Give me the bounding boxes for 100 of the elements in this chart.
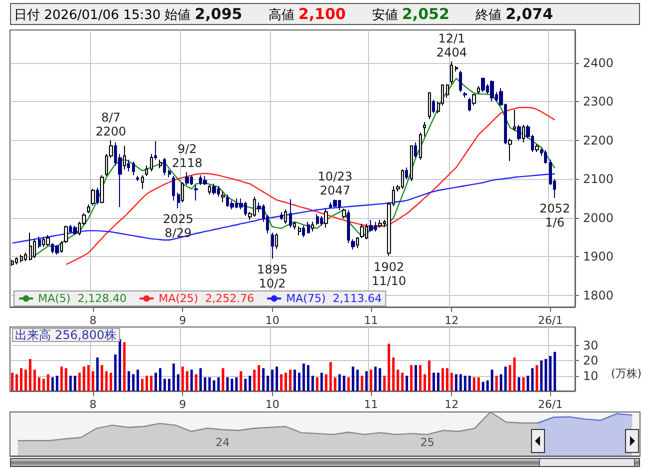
candlestick <box>468 97 471 112</box>
bar <box>464 376 466 391</box>
x-tick-label: 24 <box>216 436 230 449</box>
x-tick-label: 9 <box>179 314 186 327</box>
bar <box>378 368 382 391</box>
legend-label: MA(25) 2,252.76 <box>158 292 254 305</box>
candlestick <box>132 161 135 176</box>
bar <box>482 382 484 391</box>
bar <box>549 356 552 391</box>
candlestick <box>275 232 278 250</box>
bar <box>74 376 76 391</box>
x-tick-label: 11 <box>364 314 378 327</box>
bar <box>352 366 354 391</box>
candlestick <box>378 219 382 228</box>
x-tick-label: 9 <box>179 398 186 411</box>
annotation: 12/1 2404 <box>436 31 467 60</box>
bar <box>294 370 296 391</box>
x-tick-label: 10 <box>265 314 280 327</box>
bar <box>316 377 318 391</box>
candlestick <box>24 252 27 262</box>
candlestick <box>298 226 301 236</box>
candlestick <box>29 232 32 262</box>
text: 終値 2,074 <box>475 5 554 23</box>
candlestick <box>123 145 126 170</box>
bar <box>60 366 63 391</box>
bar <box>190 370 193 391</box>
bar <box>96 357 99 391</box>
bar <box>329 362 332 391</box>
bar <box>302 364 305 391</box>
x-tick-label: 11 <box>364 398 378 411</box>
candlestick <box>96 187 99 205</box>
bar <box>194 374 198 391</box>
legend-label: MA(75) 2,113.64 <box>286 292 382 305</box>
candlestick <box>463 91 467 98</box>
bar <box>92 371 94 391</box>
bar <box>347 377 350 391</box>
bar <box>472 377 476 391</box>
bar <box>230 378 234 391</box>
candlestick <box>20 254 23 263</box>
candlestick <box>351 238 355 250</box>
y-tick-label: 2200 <box>583 133 614 148</box>
bar <box>419 365 422 391</box>
annotation: 1895 10/2 <box>257 262 288 291</box>
x-tick-label: 8 <box>89 314 96 327</box>
candlestick <box>307 221 310 234</box>
candlestick <box>405 167 408 180</box>
bar <box>163 378 166 391</box>
bar <box>486 380 489 391</box>
bar <box>401 372 404 391</box>
candlestick <box>517 124 521 141</box>
bar <box>226 377 229 391</box>
bar <box>253 370 256 391</box>
candlestick <box>316 214 319 226</box>
bar <box>56 376 58 391</box>
candlestick <box>324 208 328 228</box>
bar <box>536 365 538 391</box>
x-tick-label: 12 <box>444 398 459 411</box>
bar <box>495 376 498 391</box>
candlestick <box>302 225 305 238</box>
candlestick <box>446 84 449 98</box>
bar <box>540 360 543 391</box>
bar <box>199 368 202 391</box>
bar <box>459 374 462 391</box>
y-tick-label: 2400 <box>583 56 614 70</box>
text: 安値 2,052 <box>372 5 450 23</box>
bar <box>518 377 520 391</box>
bar <box>258 365 260 391</box>
bar <box>46 374 50 391</box>
candlestick <box>159 159 162 169</box>
bar <box>20 368 22 391</box>
bar <box>450 372 453 391</box>
candlestick <box>284 208 287 224</box>
bar <box>146 376 148 391</box>
bar <box>28 359 32 391</box>
bar <box>244 378 247 391</box>
x-tick-label: 8 <box>89 398 96 411</box>
bar <box>414 365 418 391</box>
bar <box>454 374 458 391</box>
candlestick <box>181 182 184 203</box>
text: 高値 2,100 <box>268 5 346 23</box>
candlestick <box>472 93 476 106</box>
bar <box>100 365 104 391</box>
candlestick <box>513 109 516 132</box>
bar <box>118 339 122 391</box>
bar <box>298 372 300 391</box>
bar <box>123 342 126 391</box>
candlestick <box>100 174 104 204</box>
bar <box>410 365 413 391</box>
bar <box>531 368 534 391</box>
y-tick-label: 2300 <box>583 94 614 109</box>
bar <box>280 374 283 391</box>
y-tick-label: 1800 <box>583 288 614 302</box>
candlestick <box>311 221 314 232</box>
bar <box>289 370 292 391</box>
candlestick <box>535 144 539 153</box>
bar <box>276 366 278 391</box>
bar <box>141 378 144 391</box>
bar <box>490 370 494 391</box>
candlestick <box>136 176 139 182</box>
bar <box>168 378 170 391</box>
